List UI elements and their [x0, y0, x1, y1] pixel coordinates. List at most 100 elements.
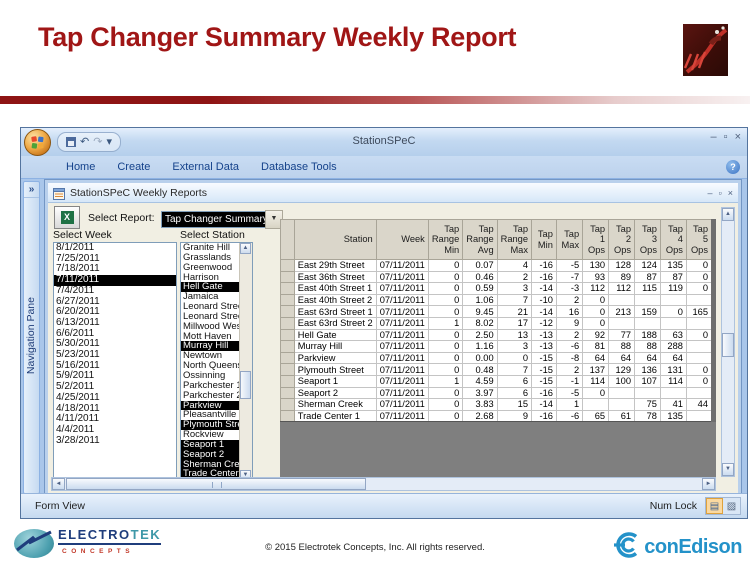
column-header[interactable]: Tap 1 Ops [582, 219, 610, 260]
horizontal-scrollbar[interactable]: ◄ ► [51, 477, 716, 491]
record-selector[interactable] [280, 409, 295, 423]
cell-tap1-ops[interactable]: 92 [582, 328, 610, 342]
cell-tap-min[interactable]: -14 [531, 398, 557, 411]
cell-station[interactable]: East 40th Street 1 [293, 282, 377, 295]
cell-week[interactable]: 07/11/2011 [375, 340, 429, 353]
cell-tap-range-avg[interactable]: 8.02 [462, 316, 498, 330]
cell-tap2-ops[interactable] [608, 316, 636, 330]
week-list-item[interactable]: 7/18/2011 [56, 263, 100, 275]
cell-tap5-ops[interactable] [685, 316, 715, 330]
cell-tap-range-min[interactable]: 0 [427, 293, 464, 307]
record-selector[interactable] [280, 282, 295, 295]
cell-tap-range-avg[interactable]: 4.59 [462, 374, 498, 388]
vertical-scroll-thumb[interactable] [722, 333, 734, 357]
cell-week[interactable]: 07/11/2011 [375, 363, 429, 376]
cell-tap5-ops[interactable]: 0 [685, 374, 715, 388]
cell-tap-min[interactable]: -16 [531, 259, 557, 272]
cell-tap-range-max[interactable]: 0 [496, 351, 533, 365]
week-list-item[interactable]: 5/2/2011 [56, 381, 95, 393]
cell-tap4-ops[interactable]: 87 [659, 270, 687, 284]
cell-tap-range-min[interactable]: 0 [427, 398, 464, 411]
cell-tap3-ops[interactable]: 124 [634, 259, 661, 272]
cell-tap3-ops[interactable] [634, 386, 661, 400]
record-selector[interactable] [280, 316, 295, 330]
record-selector[interactable] [280, 351, 295, 365]
cell-tap4-ops[interactable]: 131 [659, 363, 687, 376]
cell-week[interactable]: 07/11/2011 [375, 409, 429, 423]
week-list-item[interactable]: 6/6/2011 [56, 327, 95, 339]
design-view-button[interactable]: ▨ [726, 500, 737, 512]
week-list-item[interactable]: 7/4/2011 [56, 284, 95, 296]
cell-tap-max[interactable]: -7 [555, 270, 584, 284]
cell-week[interactable]: 07/11/2011 [375, 386, 429, 400]
record-selector[interactable] [280, 386, 295, 400]
cell-week[interactable]: 07/11/2011 [375, 270, 429, 284]
cell-tap5-ops[interactable] [685, 293, 715, 307]
vertical-scrollbar[interactable]: ▲ ▼ [721, 207, 735, 477]
cell-tap3-ops[interactable]: 115 [634, 282, 661, 295]
column-header[interactable] [280, 219, 295, 260]
undo-icon[interactable]: ↶ [80, 136, 90, 148]
cell-tap3-ops[interactable]: 78 [634, 409, 661, 423]
ribbon-tab[interactable]: Create [117, 160, 151, 173]
week-list-item[interactable]: 5/23/2011 [56, 349, 100, 361]
cell-tap1-ops[interactable]: 0 [582, 316, 610, 330]
cell-tap2-ops[interactable]: 213 [608, 305, 636, 318]
cell-tap5-ops[interactable]: 0 [685, 259, 715, 272]
cell-tap4-ops[interactable]: 135 [659, 409, 687, 423]
cell-tap-range-avg[interactable]: 1.16 [462, 340, 498, 353]
week-list-item[interactable]: 6/13/2011 [56, 316, 100, 328]
cell-week[interactable]: 07/11/2011 [375, 259, 429, 272]
station-list-item[interactable]: Ossinning [183, 370, 226, 381]
column-header[interactable]: Tap Range Avg [462, 219, 498, 260]
cell-tap-max[interactable]: -1 [555, 374, 584, 388]
week-list-item[interactable]: 4/4/2011 [56, 423, 95, 435]
cell-tap1-ops[interactable]: 137 [582, 363, 610, 376]
station-list-item[interactable]: Grasslands [183, 252, 232, 263]
cell-tap2-ops[interactable]: 89 [608, 270, 636, 284]
week-list-item[interactable]: 5/9/2011 [56, 370, 95, 382]
cell-week[interactable]: 07/11/2011 [375, 316, 429, 330]
cell-tap2-ops[interactable]: 128 [608, 259, 636, 272]
station-list-item[interactable]: Harrison [183, 272, 219, 283]
station-list-item[interactable]: Parkchester 2 [183, 390, 241, 401]
column-header[interactable]: Tap Range Min [427, 219, 464, 260]
cell-tap-range-max[interactable]: 17 [496, 316, 533, 330]
report-combobox[interactable]: Tap Changer Summary ▼ [161, 210, 283, 229]
station-list-item[interactable]: Seaport 2 [181, 449, 241, 460]
cell-tap-range-avg[interactable]: 3.83 [462, 398, 498, 411]
cell-tap-max[interactable]: 2 [555, 363, 584, 376]
cell-tap-min[interactable]: -14 [531, 282, 557, 295]
cell-tap-min[interactable]: -16 [531, 386, 557, 400]
cell-tap3-ops[interactable] [634, 293, 661, 307]
restore-button[interactable]: ▫ [723, 131, 728, 143]
cell-tap1-ops[interactable]: 65 [582, 409, 610, 423]
horizontal-scroll-thumb[interactable] [66, 478, 366, 490]
station-list-item[interactable]: Millwood West [183, 321, 241, 332]
cell-tap5-ops[interactable]: 0 [685, 363, 715, 376]
cell-week[interactable]: 07/11/2011 [375, 282, 429, 295]
week-list-item[interactable]: 4/25/2011 [56, 391, 100, 403]
office-button[interactable] [24, 129, 51, 156]
column-header[interactable]: Tap Min [531, 219, 557, 260]
close-button[interactable]: × [734, 131, 741, 143]
week-list-item[interactable]: 4/11/2011 [56, 413, 100, 425]
export-excel-button[interactable]: X [54, 206, 80, 229]
cell-tap5-ops[interactable] [685, 340, 715, 353]
navigation-pane-collapsed[interactable]: » Navigation Pane [23, 181, 40, 494]
record-selector[interactable] [280, 398, 295, 411]
cell-tap-min[interactable]: -15 [531, 363, 557, 376]
cell-tap5-ops[interactable]: 0 [685, 328, 715, 342]
cell-tap-range-min[interactable]: 0 [427, 340, 464, 353]
cell-tap-min[interactable]: -10 [531, 293, 557, 307]
station-list-item[interactable]: Rockview [183, 430, 224, 440]
cell-week[interactable]: 07/11/2011 [375, 351, 429, 365]
cell-tap3-ops[interactable]: 87 [634, 270, 661, 284]
cell-tap-range-avg[interactable]: 2.68 [462, 409, 498, 423]
week-list-item[interactable]: 5/30/2011 [56, 338, 100, 350]
cell-tap-min[interactable]: -15 [531, 351, 557, 365]
column-header[interactable]: Tap 3 Ops [634, 219, 661, 260]
cell-station[interactable]: Murray Hill [293, 340, 377, 353]
cell-station[interactable]: Plymouth Street [293, 363, 377, 376]
cell-tap4-ops[interactable]: 119 [659, 282, 687, 295]
